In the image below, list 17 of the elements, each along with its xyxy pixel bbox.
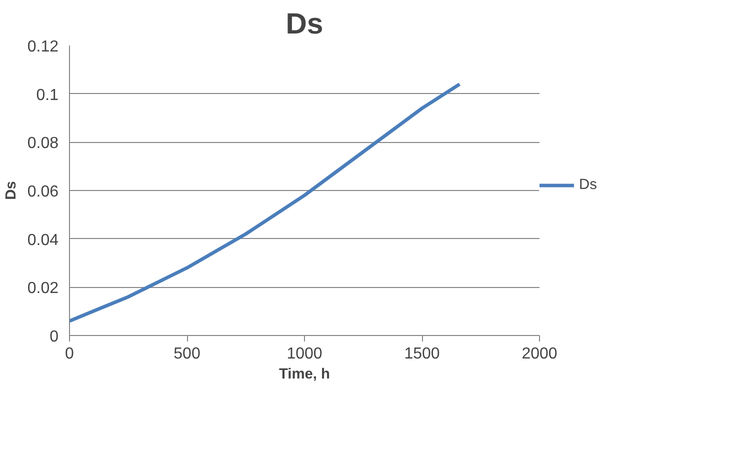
x-tick-label: 500 (174, 346, 200, 362)
x-tick-label: 1500 (404, 346, 440, 362)
y-tick-label: 0.04 (27, 232, 59, 249)
y-tick-label: 0.1 (36, 86, 59, 104)
chart-title: Ds (286, 8, 324, 40)
line-series (70, 82, 462, 323)
x-tick-label: 0 (65, 346, 74, 362)
y-tick-label: 0.06 (27, 184, 59, 200)
y-tick-label: 0.12 (27, 38, 59, 56)
x-tick-label: 1000 (286, 346, 322, 362)
x-tick-label: 2000 (522, 346, 558, 362)
y-tick-label: 0.08 (27, 135, 59, 152)
legend-label: Ds (579, 177, 598, 193)
y-tick-label: 0.02 (27, 280, 59, 298)
y-tick-label: 0 (50, 328, 59, 346)
x-axis-title: Time, h (278, 366, 330, 382)
y-axis-title: Ds (3, 181, 20, 200)
